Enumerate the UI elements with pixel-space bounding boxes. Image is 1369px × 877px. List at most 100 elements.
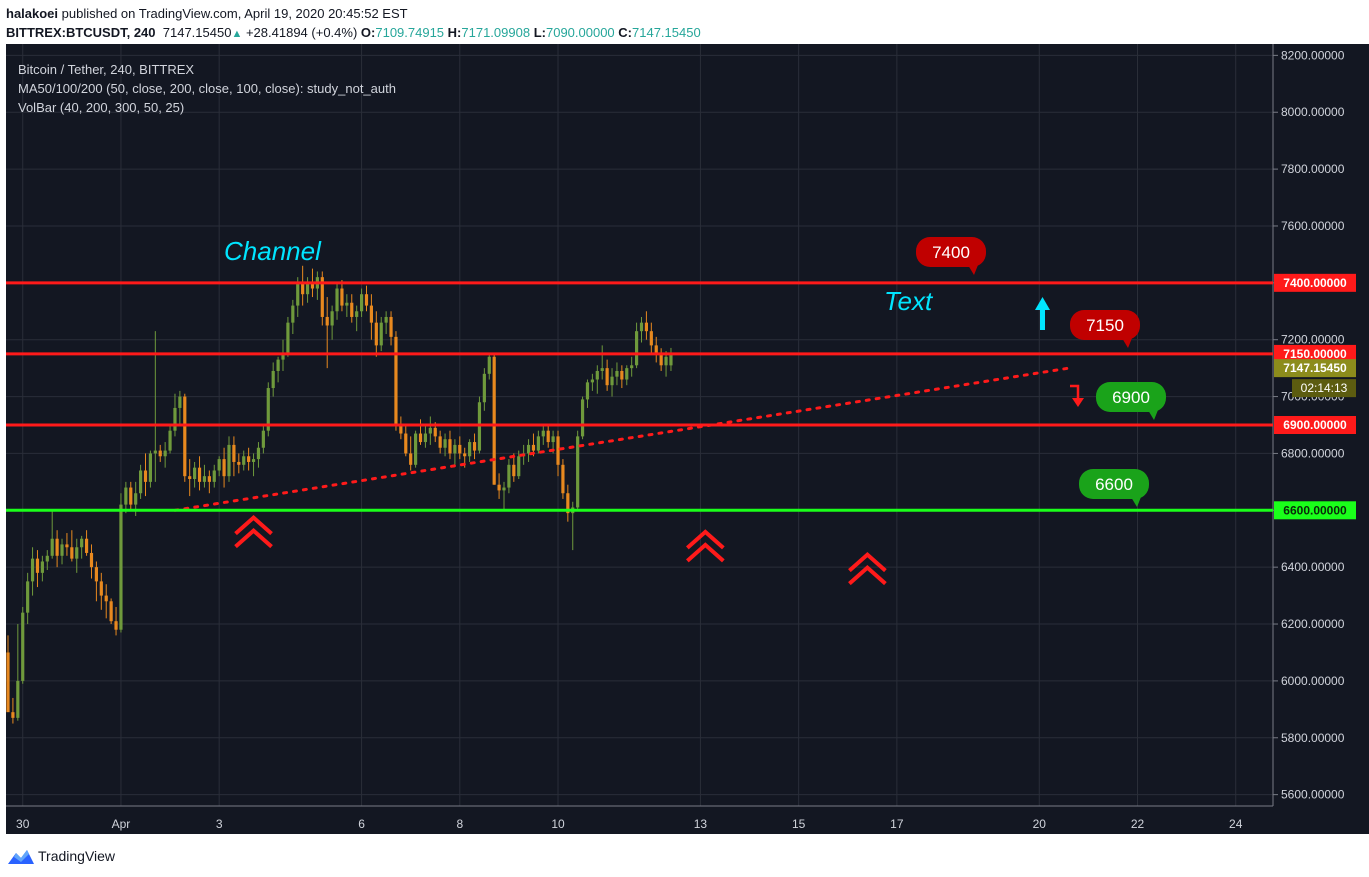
candle-body [458, 444, 462, 454]
callout-6600: 6600 [1079, 469, 1149, 507]
candle-body [482, 373, 486, 403]
candle-body [409, 453, 413, 465]
chart-area[interactable]: 5600.00000 5800.00000 6000.00000 6200.00000… [6, 44, 1369, 834]
candle-body [202, 476, 207, 482]
author-name[interactable]: halakoei [6, 6, 59, 21]
callout-7400: 7400 [916, 237, 986, 275]
y-tick-label: 7600.00000 [1281, 219, 1345, 233]
candle-body [75, 547, 79, 559]
candle-body [561, 464, 565, 494]
candle-body [399, 425, 403, 434]
candle-body [649, 331, 653, 346]
low-value: 7090.00000 [545, 25, 615, 40]
candle-body [512, 464, 516, 477]
candle-body [364, 294, 369, 306]
candle-body [374, 322, 378, 346]
candle-body [659, 353, 663, 366]
candle-body [11, 712, 15, 718]
badge-label: 6900 [1112, 388, 1150, 407]
x-tick-label: 30 [16, 817, 30, 831]
candle-body [325, 316, 329, 326]
badge-label: 7150 [1086, 316, 1124, 335]
candle-body [468, 442, 472, 457]
candle-body [84, 538, 89, 553]
candle-body [158, 450, 162, 457]
open-label: O: [360, 25, 376, 40]
x-tick-label: 13 [694, 817, 708, 831]
candle-body [104, 595, 108, 602]
candle-body [389, 316, 393, 337]
candle-body [60, 544, 64, 556]
candle-body [242, 456, 246, 465]
price-change: +28.41894 (+0.4%) [245, 25, 358, 40]
y-tick-label: 6800.00000 [1281, 446, 1345, 460]
candle-body [227, 444, 231, 477]
candle-body [40, 561, 44, 573]
open-value: 7109.74915 [375, 25, 445, 40]
x-tick-label: 8 [456, 817, 463, 831]
tradingview-brand: TradingView [38, 848, 116, 864]
callout-7150: 7150 [1070, 310, 1140, 348]
candle-body [26, 581, 30, 613]
tradingview-logo-icon [8, 850, 34, 864]
candle-body [507, 464, 511, 488]
candle-body [188, 476, 192, 480]
badge-pointer [1122, 338, 1132, 348]
badge-bg [1070, 310, 1140, 340]
level-axis-label: 6600.00000 [1283, 503, 1347, 517]
publish-text: published on TradingView.com, April 19, … [58, 6, 408, 21]
candle-body [350, 302, 354, 317]
candle-body [251, 459, 256, 462]
candle-body [197, 467, 202, 482]
candle-body [340, 288, 344, 306]
candle-body [615, 370, 619, 377]
candle-body [379, 322, 383, 346]
candle-body [212, 470, 216, 482]
up-arrow-icon [1035, 297, 1050, 330]
candle-body [217, 459, 221, 471]
candle-body [369, 305, 373, 323]
up-triangle-icon: ▲ [231, 28, 243, 40]
x-tick-label: 24 [1229, 817, 1243, 831]
candle-body [487, 356, 491, 374]
x-tick-label: 3 [216, 817, 223, 831]
high-value: 7171.09908 [461, 25, 531, 40]
candle-body [345, 302, 349, 306]
y-tick-label: 5600.00000 [1281, 788, 1345, 802]
badge-label: 6600 [1095, 475, 1133, 494]
candle-body [472, 442, 477, 451]
badge-bg [1096, 382, 1166, 412]
candle-body [669, 354, 673, 366]
candle-body [502, 487, 506, 491]
candle-body [296, 282, 300, 306]
candle-body [35, 558, 40, 573]
candle-body [237, 461, 241, 465]
footer: TradingView [0, 834, 1369, 877]
candlestick-chart[interactable]: 5600.00000 5800.00000 6000.00000 6200.00000… [6, 44, 1369, 834]
candle-body [492, 356, 496, 485]
candle-body [576, 436, 580, 508]
y-tick-label: 7800.00000 [1281, 162, 1345, 176]
candle-body [21, 612, 25, 681]
candle-body [129, 487, 133, 505]
annotation-text: Text [884, 286, 934, 316]
candle-body [551, 436, 555, 443]
publish-info: halakoei published on TradingView.com, A… [6, 6, 408, 21]
annotation-channel: Channel [224, 236, 322, 266]
legend-volbar-study[interactable]: VolBar (40, 200, 300, 50, 25) [18, 100, 185, 115]
candle-body [256, 447, 261, 460]
candle-body [438, 436, 442, 448]
double-chevron-up-icon [234, 514, 273, 549]
candle-body [207, 476, 211, 482]
callout-6900: 6900 [1096, 382, 1166, 420]
candle-body [541, 430, 545, 437]
candle-body [222, 459, 226, 477]
candle-body [605, 368, 609, 386]
candle-body [183, 396, 187, 477]
legend-ma-study[interactable]: MA50/100/200 (50, close, 200, close, 100… [18, 81, 396, 96]
x-tick-label: Apr [112, 817, 131, 831]
candle-body [384, 316, 388, 323]
candle-body [433, 427, 437, 437]
candle-body [590, 379, 594, 383]
candle-body [143, 470, 148, 482]
